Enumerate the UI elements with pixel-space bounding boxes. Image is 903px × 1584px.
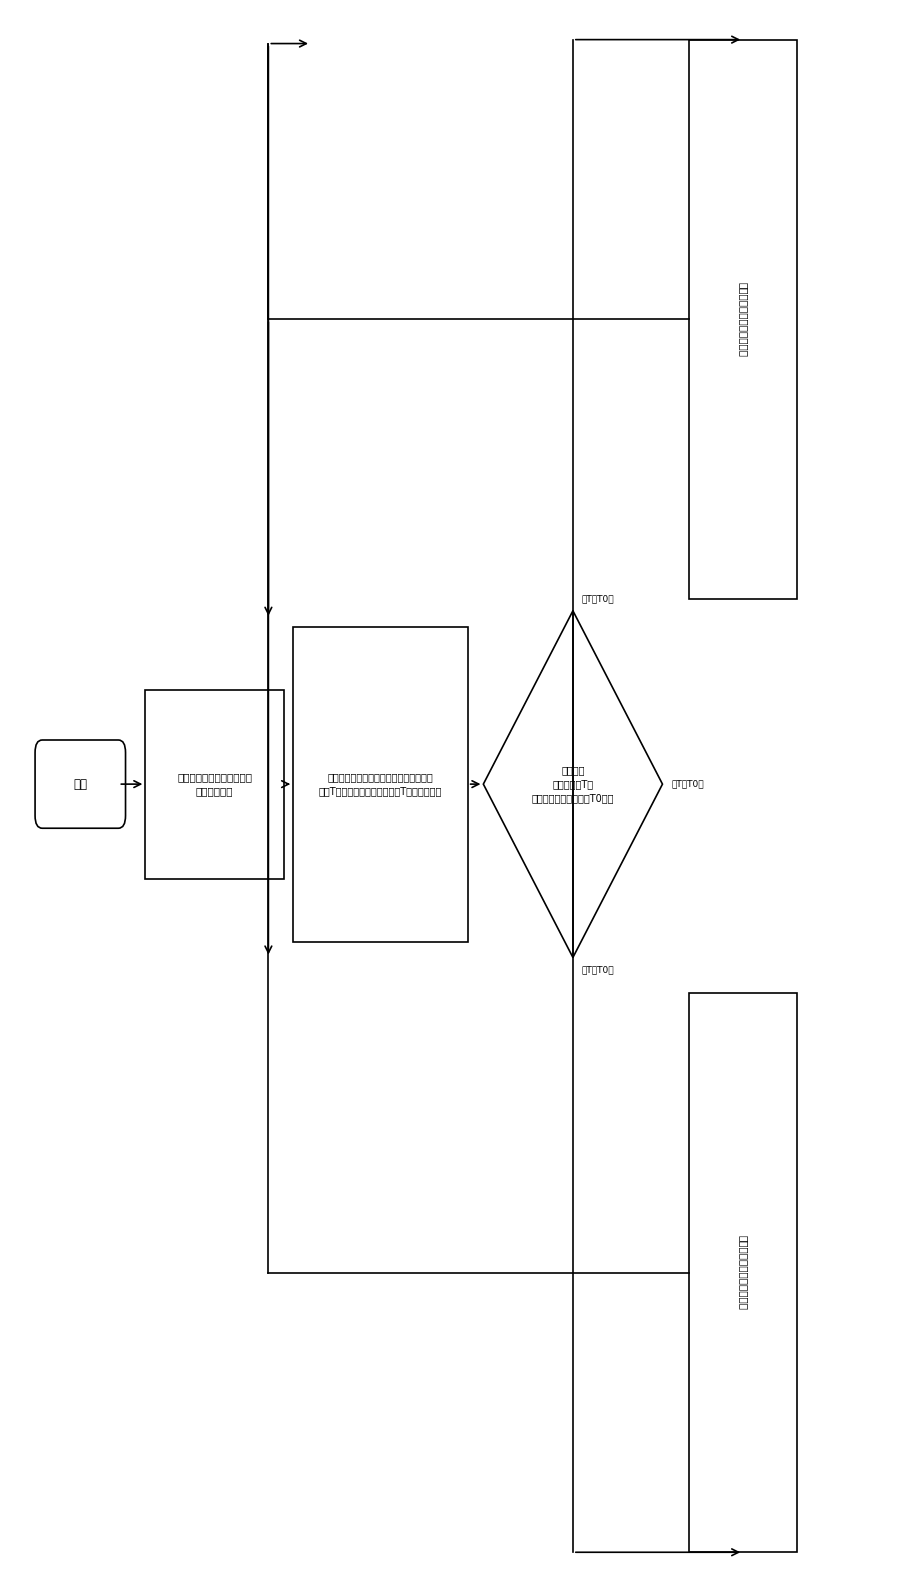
Bar: [293, 627, 467, 942]
Text: 由间隔七后，温时传感器采集管内的回水
温度T，并将采集到的回水温度T输送至控制器: 由间隔七后，温时传感器采集管内的回水 温度T，并将采集到的回水温度T输送至控制器: [318, 773, 442, 795]
FancyBboxPatch shape: [35, 740, 126, 828]
Text: 将燃气锅炉的功率调低一档: 将燃气锅炉的功率调低一档: [737, 282, 748, 356]
Text: 开始: 开始: [73, 778, 88, 790]
Bar: [689, 993, 796, 1552]
Text: 将采集到
的回水温度T与
设定的回水温度目标值T0比较: 将采集到 的回水温度T与 设定的回水温度目标值T0比较: [531, 765, 613, 803]
Polygon shape: [483, 611, 662, 957]
Text: 启动燃气锅炉、锅炉循环泵
和外网循环泵: 启动燃气锅炉、锅炉循环泵 和外网循环泵: [177, 773, 252, 795]
Bar: [689, 40, 796, 599]
Text: 当T＜T0时: 当T＜T0时: [582, 594, 614, 604]
Text: 当T＞T0时: 当T＞T0时: [582, 965, 614, 974]
Text: 当T＝T0时: 当T＝T0时: [671, 779, 703, 789]
Text: 将燃气锅炉的功率调高一档: 将燃气锅炉的功率调高一档: [737, 1236, 748, 1310]
Bar: [145, 689, 284, 879]
